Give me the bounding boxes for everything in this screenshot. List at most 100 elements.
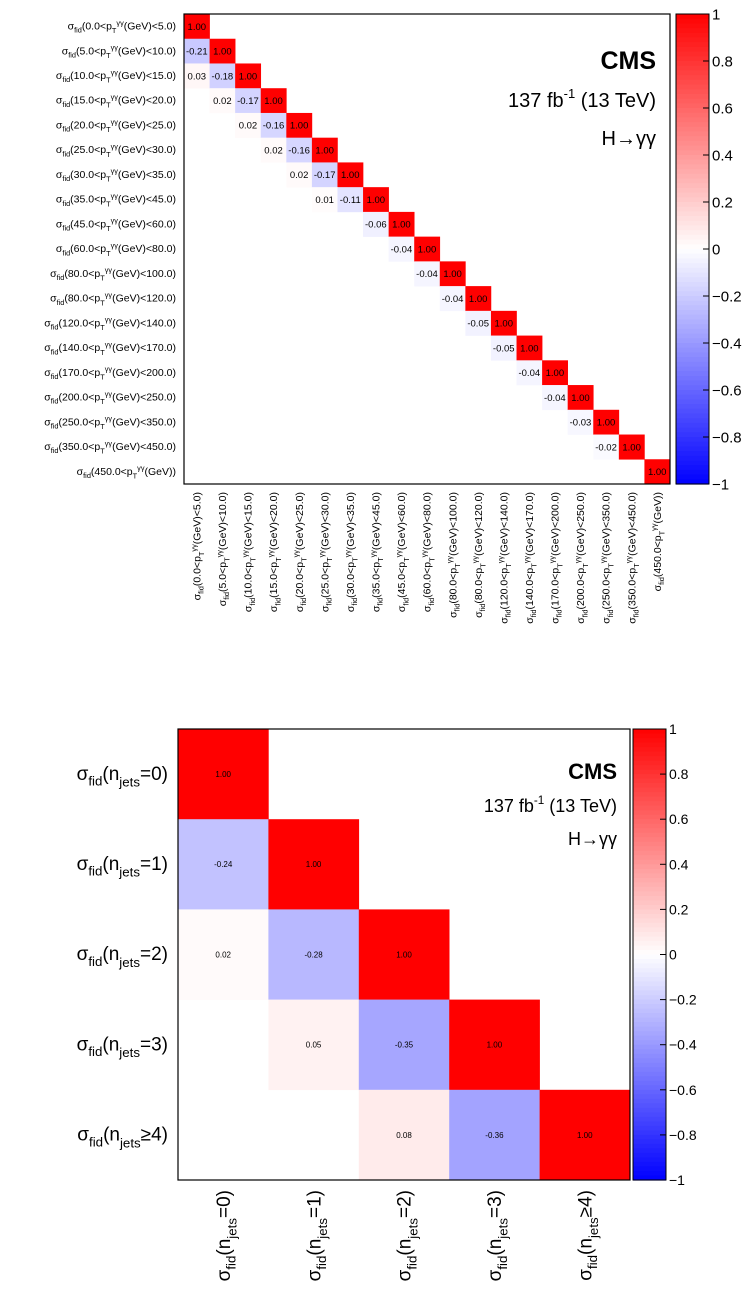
matrix-cell bbox=[439, 261, 466, 287]
colorbar-band bbox=[676, 37, 709, 43]
colorbar-band bbox=[676, 408, 709, 415]
matrix-cell bbox=[414, 261, 441, 287]
matrix-cell bbox=[439, 286, 466, 312]
cell-value-label: 1.00 bbox=[213, 47, 232, 58]
colorbar-band bbox=[676, 159, 709, 165]
colorbar-band bbox=[633, 995, 666, 1001]
y-tick-label: σfid(45.0<pTγγ(GeV)<60.0) bbox=[56, 216, 176, 233]
colorbar-band bbox=[676, 328, 709, 335]
colorbar-band bbox=[633, 823, 666, 829]
matrix-cell bbox=[268, 999, 360, 1091]
cell-value-label: 1.00 bbox=[315, 145, 334, 156]
colorbar-band bbox=[676, 371, 709, 377]
colorbar-tick-label: 0.2 bbox=[712, 194, 733, 211]
cell-value-label: -0.16 bbox=[263, 121, 285, 132]
matrix-cell bbox=[235, 112, 262, 138]
cell-value-label: 1.00 bbox=[341, 170, 360, 181]
y-tick-label: σfid(80.0<pTγγ(GeV)<120.0) bbox=[50, 290, 176, 307]
colorbar-band bbox=[633, 1139, 666, 1145]
colorbar-band bbox=[676, 300, 709, 306]
cell-value-label: -0.06 bbox=[365, 220, 387, 231]
colorbar-band bbox=[676, 314, 709, 321]
x-tick-label: σfid(0.0<pTγγ(GeV)<5.0) bbox=[189, 492, 206, 600]
cell-value-label: -0.04 bbox=[518, 368, 540, 379]
y-tick-label: σfid(30.0<pTγγ(GeV)<35.0) bbox=[56, 167, 176, 184]
x-tick-label: σfid(njets=1) bbox=[304, 1190, 330, 1281]
colorbar-band bbox=[676, 183, 709, 189]
colorbar-band bbox=[633, 949, 666, 956]
colorbar-band bbox=[633, 1049, 666, 1055]
colorbar-band bbox=[633, 837, 666, 843]
colorbar-band bbox=[633, 756, 666, 762]
matrix-frame bbox=[177, 728, 631, 1181]
colorbar-band bbox=[676, 296, 709, 302]
colorbar-tick-label: −0.4 bbox=[712, 335, 742, 352]
annotations: CMS 137 fb-1 (13 TeV) H→γγ bbox=[484, 759, 617, 849]
y-tick-label: σfid(njets=2) bbox=[77, 944, 168, 970]
y-tick-label: σfid(njets=1) bbox=[77, 854, 168, 880]
colorbar-band bbox=[633, 931, 666, 938]
colorbar-band bbox=[633, 783, 666, 789]
x-tick-label: σfid(80.0<pTγγ(GeV)<120.0) bbox=[471, 492, 488, 618]
cell-value-label: -0.18 bbox=[212, 71, 234, 82]
matrix-cell bbox=[260, 137, 287, 163]
y-tick-label: σfid(10.0<pTγγ(GeV)<15.0) bbox=[56, 68, 176, 85]
colorbar-band bbox=[676, 319, 709, 325]
colorbar-band bbox=[676, 343, 709, 349]
colorbar-tick-label: 0.6 bbox=[712, 100, 733, 117]
matrix-cell bbox=[268, 909, 360, 1000]
colorbar-band bbox=[676, 455, 709, 462]
y-tick-label: σfid(350.0<pTγγ(GeV)<450.0) bbox=[44, 439, 176, 456]
matrix-cell bbox=[268, 819, 360, 910]
cell-value-label: -0.16 bbox=[288, 145, 310, 156]
x-tick-label: σfid(10.0<pTγγ(GeV)<15.0) bbox=[240, 492, 257, 612]
matrix-cell bbox=[490, 335, 517, 361]
cell-value-label: 0.05 bbox=[306, 1041, 322, 1050]
colorbar-band bbox=[676, 324, 709, 330]
colorbar-tick-label: 0.8 bbox=[669, 766, 689, 782]
cell-value-label: 1.00 bbox=[443, 269, 462, 280]
colorbar-band bbox=[633, 796, 666, 802]
colorbar-band bbox=[676, 394, 709, 400]
matrix-cell bbox=[449, 1089, 540, 1181]
colorbar-band bbox=[633, 1071, 666, 1077]
matrix-cell bbox=[388, 236, 415, 262]
matrix-cell bbox=[567, 409, 594, 435]
cell-value-label: 0.01 bbox=[315, 195, 334, 206]
x-tick-label: σfid(5.0<pTγγ(GeV)<10.0) bbox=[215, 492, 232, 606]
matrix-cell bbox=[311, 187, 338, 213]
colorbar-band bbox=[633, 1161, 666, 1168]
colorbar-tick-label: 0.4 bbox=[712, 147, 733, 164]
colorbar-band bbox=[633, 913, 666, 920]
colorbar-band bbox=[633, 1076, 666, 1082]
colorbar-band bbox=[676, 108, 709, 114]
x-tick-label: σfid(35.0<pTγγ(GeV)<45.0) bbox=[368, 492, 385, 612]
matrix-cell bbox=[542, 360, 568, 386]
cell-value-label: 0.02 bbox=[213, 96, 232, 107]
cell-value-label: 1.00 bbox=[648, 467, 667, 478]
colorbar-tick-label: −0.6 bbox=[669, 1082, 697, 1098]
x-tick-label: σfid(njets=0) bbox=[214, 1190, 240, 1281]
colorbar-band bbox=[633, 1013, 666, 1019]
colorbar-band bbox=[676, 357, 709, 363]
x-tick-label: σfid(250.0<pTγγ(GeV)<350.0) bbox=[599, 492, 616, 624]
colorbar-band bbox=[633, 733, 666, 739]
colorbar-band bbox=[676, 380, 709, 386]
luminosity-label: 137 fb-1 (13 TeV) bbox=[508, 86, 656, 112]
cell-value-label: -0.04 bbox=[544, 393, 566, 404]
colorbar-band bbox=[676, 117, 709, 123]
matrix-cell bbox=[260, 88, 287, 114]
colorbar-band bbox=[633, 977, 666, 983]
colorbar-band bbox=[633, 1166, 666, 1172]
x-tick-label: σfid(350.0<pTγγ(GeV)<450.0) bbox=[624, 492, 641, 624]
cell-value-label: 0.08 bbox=[396, 1131, 412, 1140]
matrix-cell bbox=[209, 63, 236, 89]
colorbar-band bbox=[633, 738, 666, 744]
colorbar-band bbox=[676, 65, 709, 71]
colorbar-band bbox=[633, 891, 666, 897]
colorbar-band bbox=[676, 173, 709, 180]
colorbar-band bbox=[676, 112, 709, 118]
x-tick-label: σfid(30.0<pTγγ(GeV)<35.0) bbox=[343, 492, 360, 612]
matrix-cell bbox=[286, 162, 313, 188]
